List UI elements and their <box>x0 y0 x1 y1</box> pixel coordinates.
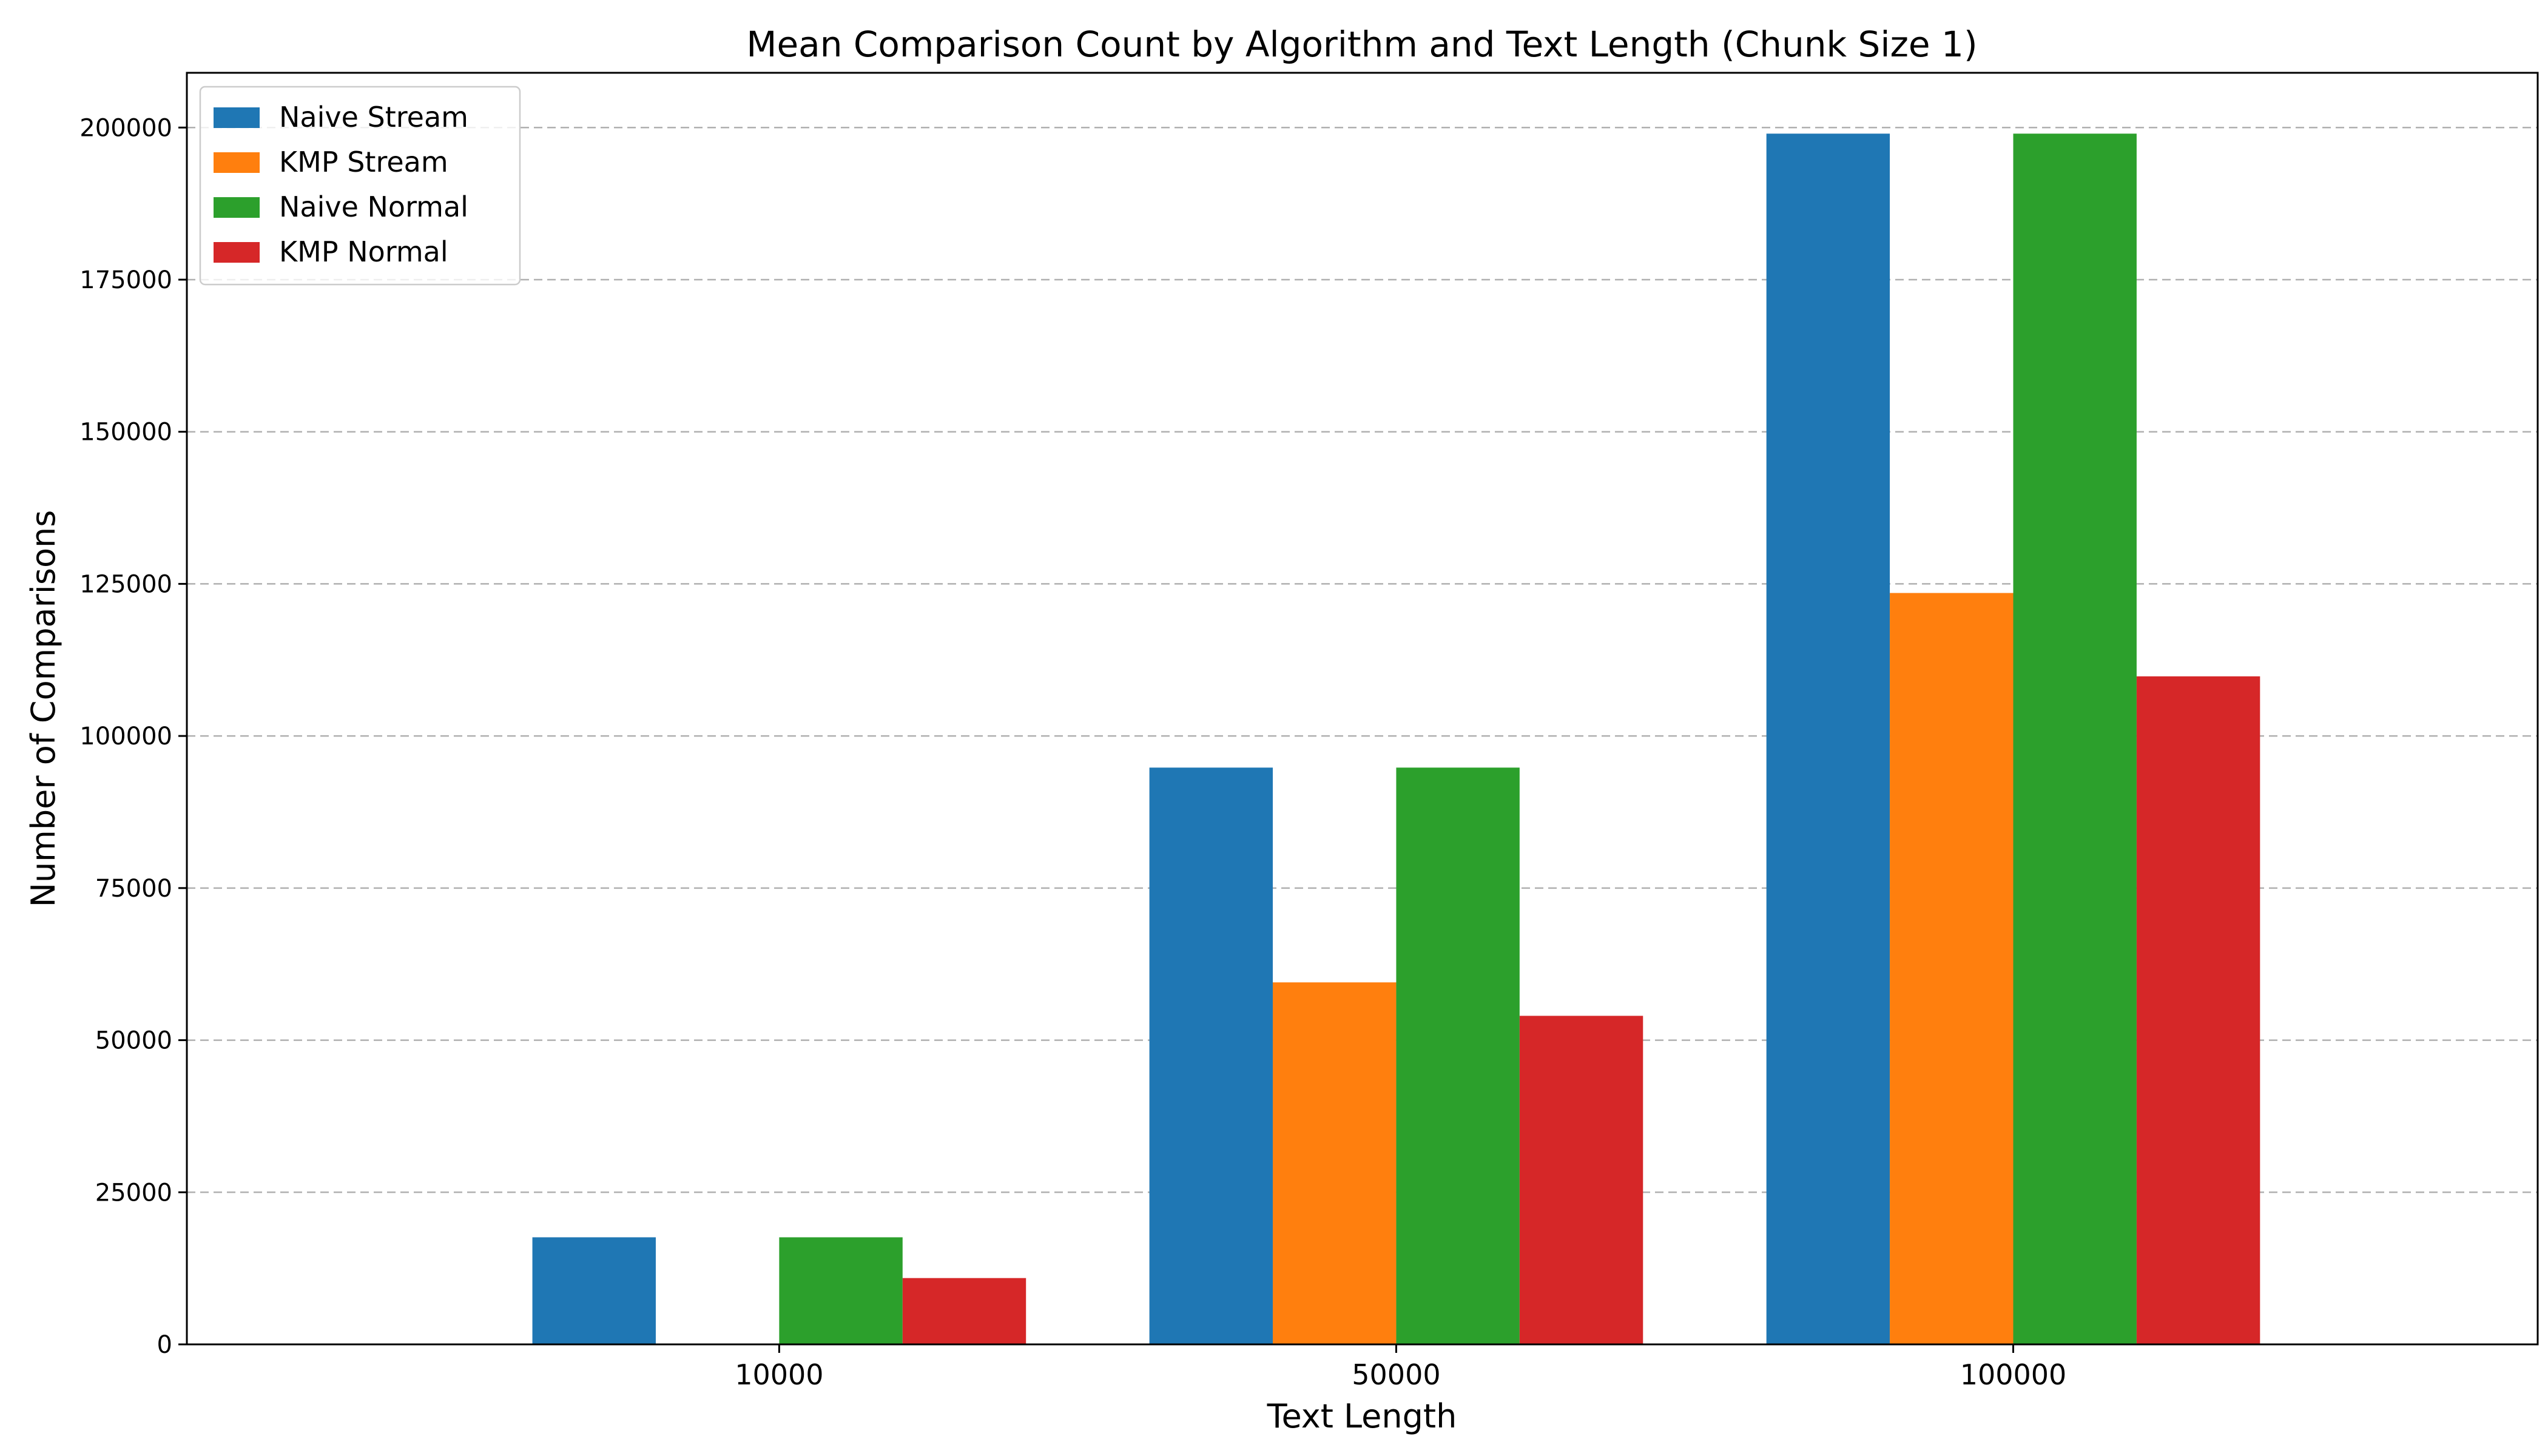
y-tick-label: 100000 <box>79 723 172 750</box>
legend-label: Naive Normal <box>279 190 468 223</box>
legend-box <box>199 86 521 286</box>
bar-naive-stream <box>1149 767 1273 1344</box>
bar-naive-normal <box>1396 767 1520 1344</box>
y-axis-label: Number of Comparisons <box>24 510 62 908</box>
bar-kmp-stream <box>1890 593 2014 1344</box>
legend-label: KMP Stream <box>279 146 448 178</box>
x-tick-label: 10000 <box>735 1358 823 1391</box>
y-tick-label: 150000 <box>79 419 172 447</box>
y-tick-label: 50000 <box>95 1027 172 1055</box>
y-axis-ticks: 0 25000 50000 75000 100000 125000 150000 175000… <box>79 114 187 1359</box>
legend: Naive Stream KMP Stream Naive Normal KMP No… <box>199 86 521 286</box>
y-tick-label: 25000 <box>95 1179 172 1207</box>
legend-swatch <box>214 152 260 173</box>
y-tick-label: 125000 <box>79 570 172 598</box>
bar-kmp-normal <box>902 1278 1026 1344</box>
y-tick-label: 175000 <box>79 266 172 294</box>
x-tick-label: 100000 <box>1960 1358 2067 1391</box>
plot-area-frame <box>186 72 2539 1346</box>
bar-kmp-normal <box>2136 676 2260 1344</box>
bar-kmp-stream <box>1273 982 1397 1344</box>
bar-naive-stream <box>1766 133 1890 1344</box>
legend-label: Naive Stream <box>279 101 468 133</box>
bar-naive-stream <box>532 1237 656 1344</box>
bar-kmp-normal <box>1519 1016 1643 1344</box>
y-tick-label: 200000 <box>79 114 172 142</box>
bar-naive-normal <box>779 1237 903 1344</box>
y-tick-label: 75000 <box>95 875 172 903</box>
legend-swatch <box>214 107 260 128</box>
y-tick-label: 0 <box>157 1331 172 1359</box>
legend-swatch <box>214 242 260 263</box>
x-tick-label: 50000 <box>1352 1358 1440 1391</box>
legend-swatch <box>214 197 260 218</box>
x-axis-ticks: 10000 50000 100000 <box>735 1344 2066 1391</box>
chart-title: Mean Comparison Count by Algorithm and T… <box>746 24 1977 65</box>
legend-label: KMP Normal <box>279 235 448 268</box>
bars <box>532 133 2260 1344</box>
x-axis-label: Text Length <box>1267 1397 1457 1435</box>
bar-naive-normal <box>2013 133 2137 1344</box>
